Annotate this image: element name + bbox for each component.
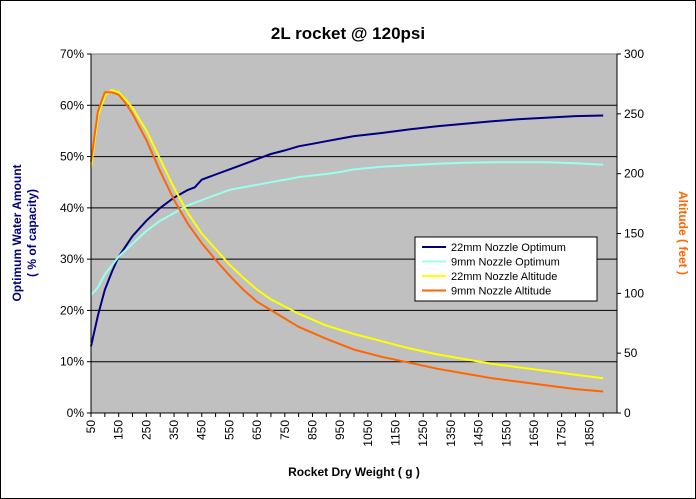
x-tick-label: 750 [278, 420, 292, 440]
series-layer [90, 88, 604, 393]
x-tick-label: 850 [305, 420, 319, 440]
x-tick-label: 950 [333, 420, 347, 440]
x-tick-label: 650 [250, 420, 264, 440]
series-line [90, 161, 604, 296]
x-tick-label: 1050 [361, 420, 375, 447]
x-tick-label: 50 [84, 420, 98, 434]
y-axis-title: Optimum Water Amount( % of capacity) [10, 164, 39, 301]
x-tick-label: 1450 [472, 420, 486, 447]
legend-label: 22mm Nozzle Optimum [451, 242, 566, 254]
y2-tick-label: 200 [624, 167, 644, 181]
y-tick-label: 10% [60, 355, 84, 369]
x-tick-label: 450 [195, 420, 209, 440]
x-tick-label: 1550 [499, 420, 513, 447]
y2-tick-label: 150 [624, 227, 644, 241]
y2-tick-label: 0 [624, 406, 631, 420]
x-tick-label: 150 [112, 420, 126, 440]
y-tick-label: 0% [67, 406, 85, 420]
x-tick-label: 550 [222, 420, 236, 440]
y-axis-title-line: ( % of capacity) [25, 189, 39, 277]
legend-label: 9mm Nozzle Altitude [451, 286, 551, 298]
y-tick-label: 20% [60, 303, 84, 317]
x-axis-title: Rocket Dry Weight ( g ) [288, 465, 420, 479]
y-tick-label: 50% [60, 150, 84, 164]
chart-title: 2L rocket @ 120psi [271, 24, 425, 43]
legend-label: 22mm Nozzle Altitude [451, 271, 557, 283]
y-tick-label: 60% [60, 98, 84, 112]
legend: 22mm Nozzle Optimum 9mm Nozzle Optimum 22m… [414, 236, 598, 302]
y2-axis-title: Altitude ( feet ) [676, 191, 690, 275]
y-tick-label: 30% [60, 252, 84, 266]
y2-tick-label: 250 [624, 107, 644, 121]
axes-layer: 0% 10% 20% 30% 40% 50% 60% 70% 0 50 100 150 200 250 30… [60, 47, 644, 447]
x-tick-label: 1350 [444, 420, 458, 447]
x-tick-label: 350 [167, 420, 181, 440]
x-tick-label: 1650 [527, 420, 541, 447]
x-tick-label: 1850 [582, 420, 596, 447]
x-tick-label: 250 [139, 420, 153, 440]
legend-label: 9mm Nozzle Optimum [451, 257, 560, 269]
y-axis-title-line: Optimum Water Amount [10, 164, 24, 301]
series-line [90, 114, 604, 347]
series-line [90, 91, 604, 393]
y2-tick-label: 100 [624, 286, 644, 300]
x-tick-label: 1150 [389, 420, 403, 446]
y2-tick-label: 300 [624, 47, 644, 61]
x-tick-label: 1250 [416, 420, 430, 447]
y-tick-label: 70% [60, 47, 84, 61]
y-tick-label: 40% [60, 201, 84, 215]
plot-area [90, 53, 618, 414]
x-tick-label: 1750 [555, 420, 569, 447]
y2-tick-label: 50 [624, 346, 638, 360]
series-line [90, 88, 604, 380]
